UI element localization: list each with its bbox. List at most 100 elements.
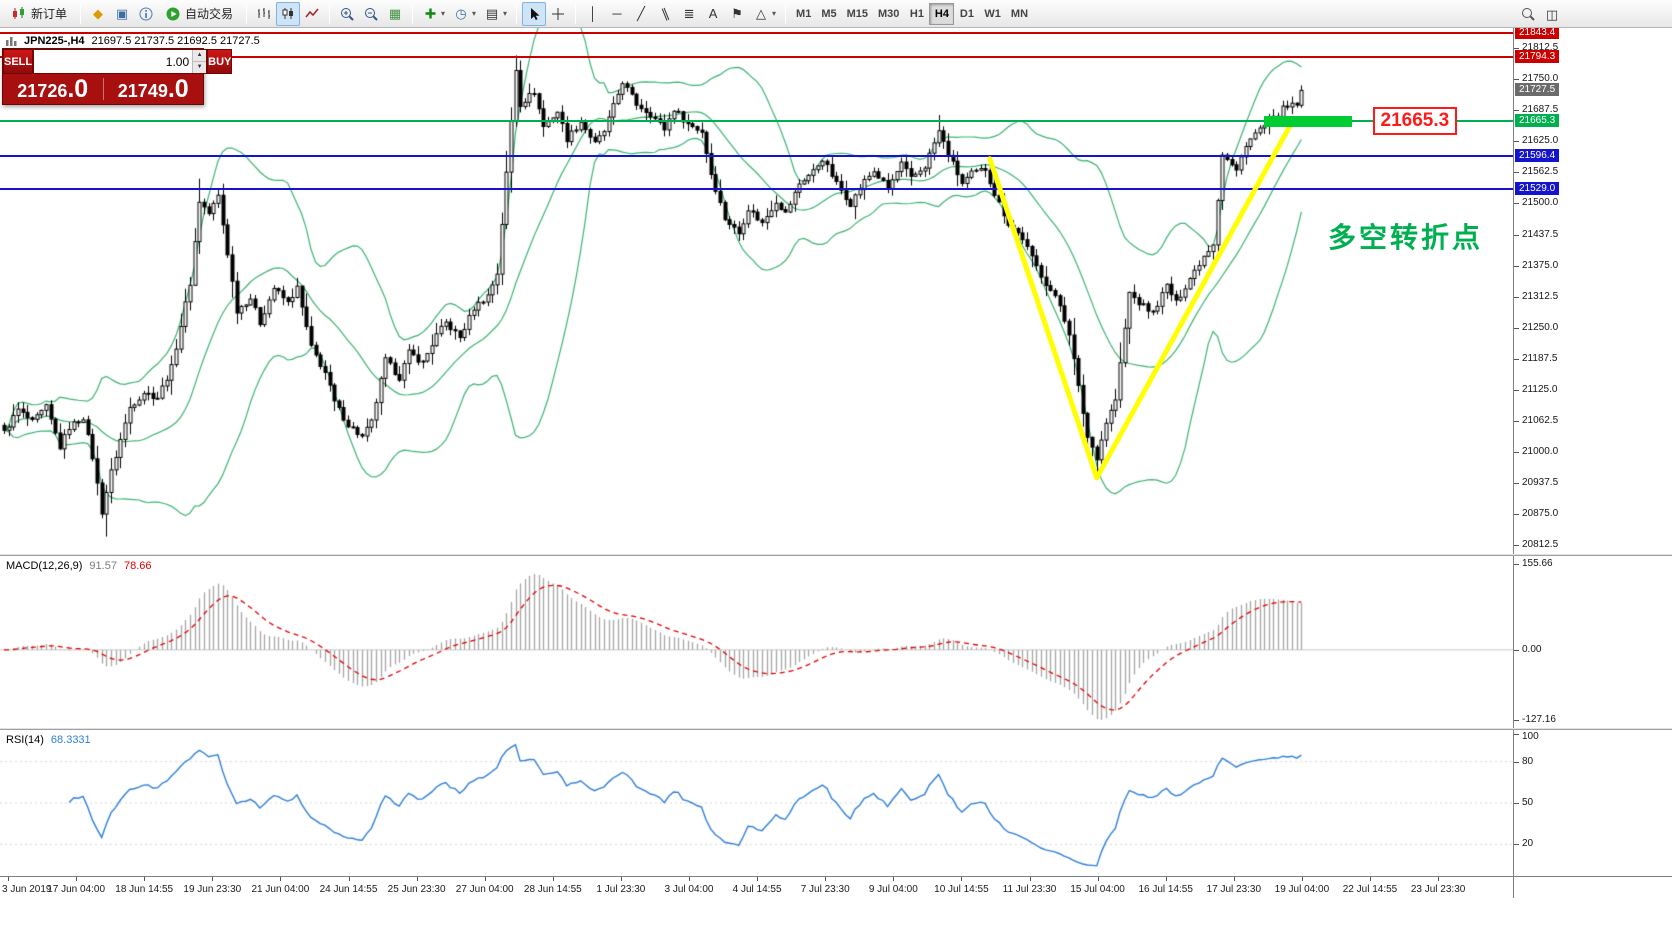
- main-chart-canvas[interactable]: [0, 28, 1513, 554]
- add-indicator-caret-icon[interactable]: ▾: [441, 9, 446, 18]
- fibonacci-tool-icon[interactable]: ≣: [677, 2, 701, 26]
- time-axis-label: 21 Jun 04:00: [251, 884, 310, 895]
- time-axis-label: 23 Jul 23:30: [1410, 884, 1466, 895]
- timeframe-m15-button[interactable]: M15: [842, 3, 873, 25]
- time-axis[interactable]: 3 Jun 2019 17 Jun 04:00 18 Jun 14:55 19 Jun…: [0, 876, 1672, 898]
- time-axis-label: 7 Jul 23:30: [800, 884, 850, 895]
- timeframe-m5-button[interactable]: M5: [816, 3, 841, 25]
- time-axis-label: 11 Jul 23:30: [1002, 884, 1057, 895]
- crosshair-tool-icon[interactable]: [546, 2, 570, 26]
- autotrading-button[interactable]: 自动交易: [158, 2, 241, 26]
- time-axis-tickmark: [280, 877, 282, 881]
- pane-splitter[interactable]: [0, 728, 1672, 730]
- chart-symbol-icon: [6, 36, 17, 46]
- shapes-tool-icon[interactable]: △: [749, 2, 773, 26]
- navigator-icon[interactable]: ◫: [1540, 2, 1564, 26]
- price-axis-marker-21794.3: 21794.3: [1515, 50, 1560, 64]
- time-axis-label: 25 Jun 23:30: [387, 884, 446, 895]
- rsi-value: 68.3331: [50, 734, 91, 746]
- templates-caret-icon[interactable]: ▾: [503, 9, 508, 18]
- price-axis-tickmark: [1514, 358, 1519, 360]
- macd-value-signal: 78.66: [123, 560, 152, 572]
- time-axis-label: 19 Jun 23:30: [183, 884, 242, 895]
- candlestick-mode-icon[interactable]: [276, 1, 301, 26]
- price-annotation-label[interactable]: 21665.3: [1372, 107, 1458, 136]
- price-axis-tickmark: [1514, 79, 1519, 81]
- autotrading-play-icon: [166, 7, 180, 20]
- sell-button[interactable]: SELL: [3, 49, 34, 74]
- line-chart-glyph: [305, 8, 319, 18]
- price-axis-tickmark: [1514, 327, 1519, 329]
- search-icon[interactable]: [1516, 2, 1540, 26]
- level-line-21665.3[interactable]: [0, 120, 1513, 123]
- support-highlight-bar[interactable]: [1264, 115, 1353, 127]
- macd-pane: MACD(12,26,9) 91.57 78.66 155.66 0.00 -127…: [0, 556, 1672, 728]
- turning-point-note[interactable]: 多空转折点: [1328, 221, 1484, 253]
- trendline-tool-icon[interactable]: ╱: [629, 2, 653, 26]
- rsi-axis[interactable]: 100 80 50 20: [1513, 730, 1672, 876]
- symbol-info: JPN225-,H4 21697.5 21737.5 21692.5 21727…: [6, 35, 260, 47]
- zoom-out-icon[interactable]: [359, 2, 383, 26]
- timeframe-m1-button[interactable]: M1: [791, 3, 816, 25]
- periods-caret-icon[interactable]: ▾: [472, 9, 477, 18]
- rsi-axis-tick: 80: [1522, 755, 1534, 767]
- template-glyph: ▤: [485, 6, 499, 21]
- toolbar-separator: [516, 3, 518, 24]
- info-icon[interactable]: [134, 2, 158, 26]
- time-axis-tickmark: [212, 877, 214, 881]
- volume-input[interactable]: [34, 50, 193, 73]
- price-axis-tickmark: [1514, 265, 1519, 267]
- timeframe-m30-button[interactable]: M30: [873, 3, 904, 25]
- bar-chart-mode-icon[interactable]: [252, 2, 276, 26]
- bottom-margin: [0, 898, 1672, 951]
- shapes-caret-icon[interactable]: ▾: [772, 9, 777, 18]
- channel-tool-icon[interactable]: ∥: [653, 2, 677, 26]
- time-axis-tickmark: [1370, 877, 1371, 881]
- timeframe-w1-button[interactable]: W1: [979, 3, 1006, 25]
- volume-decrease-button[interactable]: ▼: [193, 62, 207, 73]
- horizontal-line-tool-icon[interactable]: ─: [605, 2, 629, 26]
- level-line-21843.4[interactable]: [0, 31, 1513, 34]
- timeframe-h4-button[interactable]: H4: [929, 2, 955, 25]
- text-tool-icon[interactable]: A: [701, 2, 725, 26]
- candlestick-glyph: [282, 8, 294, 19]
- add-indicator-icon[interactable]: [418, 2, 442, 26]
- v-shape-trendlines[interactable]: [987, 119, 1295, 481]
- hline-glyph: ─: [612, 6, 622, 21]
- metaquotes-icon[interactable]: ◆: [86, 2, 110, 26]
- volume-increase-button[interactable]: ▲: [193, 50, 207, 62]
- level-line-21529.0[interactable]: [0, 188, 1513, 191]
- new-order-button[interactable]: 新订单: [4, 2, 75, 26]
- time-axis-tickmark: [1233, 877, 1235, 881]
- axis-corner-line: [1513, 877, 1514, 898]
- text-glyph: A: [708, 6, 718, 21]
- macd-axis[interactable]: 155.66 0.00 -127.16: [1513, 556, 1672, 728]
- periods-dropdown-icon[interactable]: ◷: [449, 2, 473, 26]
- trade-panel-prices: 21726 .0 21749 .0: [3, 74, 203, 104]
- chart-area: 21665.3 多空转折点 JPN225-,H4 21697.5 21737.5…: [0, 28, 1672, 951]
- buy-button[interactable]: BUY: [207, 49, 233, 74]
- macd-value-main: 91.57: [89, 560, 117, 572]
- macd-canvas[interactable]: [0, 556, 1513, 728]
- price-axis[interactable]: 21812.5 21750.0 21687.5 21625.0 21562.5 21500…: [1513, 28, 1672, 554]
- level-line-21794.3[interactable]: [0, 56, 1513, 59]
- pane-splitter[interactable]: [0, 554, 1672, 556]
- timeframe-h1-button[interactable]: H1: [904, 3, 929, 25]
- vertical-line-tool-icon[interactable]: │: [581, 2, 605, 26]
- cursor-tool-icon[interactable]: [522, 1, 547, 26]
- buy-price-button[interactable]: 21749 .0: [104, 75, 204, 104]
- templates-dropdown-icon[interactable]: ▤: [480, 2, 504, 26]
- line-chart-mode-icon[interactable]: [300, 2, 324, 26]
- timeframe-mn-button[interactable]: MN: [1006, 3, 1033, 25]
- grid-icon[interactable]: ▦: [383, 2, 407, 26]
- time-axis-tickmark: [76, 877, 78, 881]
- rsi-canvas[interactable]: [0, 730, 1513, 876]
- zoom-in-icon[interactable]: [335, 2, 359, 26]
- sell-price-button[interactable]: 21726 .0: [3, 75, 103, 104]
- data-window-icon[interactable]: ▣: [110, 2, 134, 26]
- timeframe-d1-button[interactable]: D1: [954, 3, 979, 25]
- level-line-21596.4[interactable]: [0, 154, 1513, 157]
- fibonacci-glyph: ≣: [683, 6, 695, 21]
- label-tool-icon[interactable]: ⚑: [725, 2, 749, 26]
- time-axis-tickmark: [552, 877, 554, 881]
